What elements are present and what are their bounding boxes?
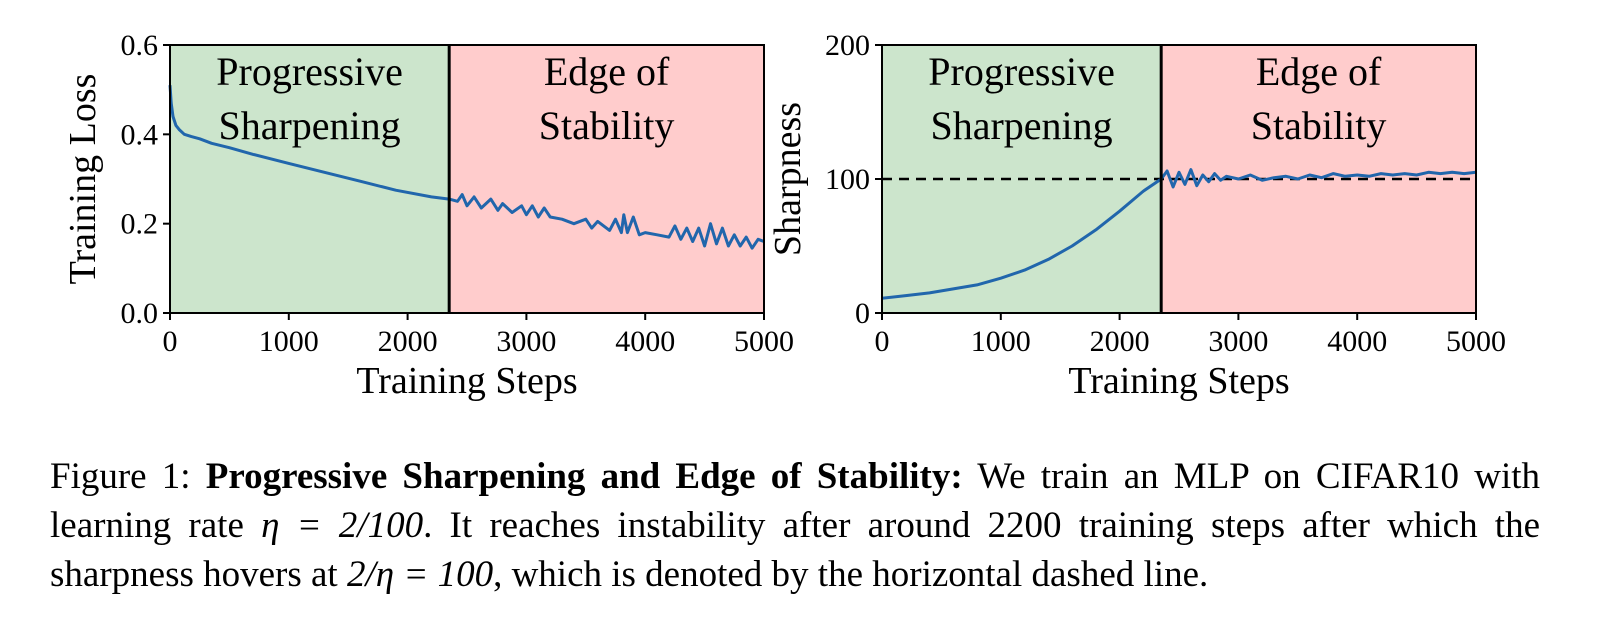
caption-prefix: Figure 1:	[50, 456, 206, 497]
x-tick-label: 0	[875, 325, 890, 358]
x-tick-label: 5000	[734, 325, 794, 358]
x-tick-label: 4000	[1327, 325, 1387, 358]
caption-text-3: training steps after which the sharpness…	[50, 505, 1540, 595]
y-axis-label: Training Loss	[62, 74, 104, 285]
x-tick-label: 3000	[496, 325, 556, 358]
region-label-line: Sharpening	[930, 103, 1112, 148]
caption-text-1: We train an MLP on CIFAR10 with learning…	[50, 456, 1540, 546]
figure: Progressive Sharpening Edge of Stability 0 10…	[62, 29, 1506, 402]
caption-bold-title: Progressive Sharpening and Edge of Stabi…	[205, 456, 963, 497]
training-loss-plot: Progressive Sharpening Edge of Stability 0 10…	[62, 29, 794, 402]
region-progressive-sharpening	[170, 45, 450, 313]
sharpness-plot: Progressive Sharpening Edge of Stability 0 10…	[767, 29, 1506, 402]
y-tick-label: 0.4	[121, 118, 159, 151]
region-label-line: Stability	[539, 103, 675, 148]
sharpness-series-line	[881, 168, 1477, 300]
region-label-line: Stability	[1251, 103, 1387, 148]
figure-caption: Figure 1: Progressive Sharpening and Edg…	[50, 452, 1540, 599]
x-tick-label: 5000	[1446, 325, 1506, 358]
x-tick-label: 1000	[259, 325, 319, 358]
x-tick-label: 3000	[1208, 325, 1268, 358]
y-tick-label: 0.2	[121, 208, 159, 241]
x-tick-label: 4000	[615, 325, 675, 358]
x-axis-label: Training Steps	[1068, 360, 1289, 402]
plot-frame	[169, 44, 765, 314]
x-tick-label: 1000	[971, 325, 1031, 358]
y-tick-label: 0.6	[121, 29, 159, 62]
region-label-line: Edge of	[1256, 49, 1382, 94]
caption-math-2: 2/η = 100	[346, 554, 494, 595]
x-axis-label: Training Steps	[356, 360, 577, 402]
region-label-line: Progressive	[928, 49, 1115, 94]
x-tick-label: 0	[163, 325, 178, 358]
y-tick-label: 200	[825, 29, 870, 62]
y-tick-label: 0	[855, 297, 870, 330]
region-label-line: Progressive	[216, 49, 403, 94]
y-tick-label: 0.0	[121, 297, 159, 330]
y-axis-label: Sharpness	[767, 102, 809, 256]
y-tick-label: 100	[825, 163, 870, 196]
x-tick-label: 2000	[378, 325, 438, 358]
caption-text-2: . It reaches instability after around	[423, 505, 988, 546]
caption-number: 2200	[987, 505, 1062, 546]
x-tick-label: 2000	[1090, 325, 1150, 358]
region-label-line: Sharpening	[218, 103, 400, 148]
caption-text-4: , which is denoted by the horizontal das…	[493, 554, 1209, 595]
loss-series-line	[168, 85, 765, 250]
caption-math-1: η = 2/100	[261, 505, 424, 546]
region-label-line: Edge of	[544, 49, 670, 94]
region-edge-of-stability	[449, 45, 764, 313]
